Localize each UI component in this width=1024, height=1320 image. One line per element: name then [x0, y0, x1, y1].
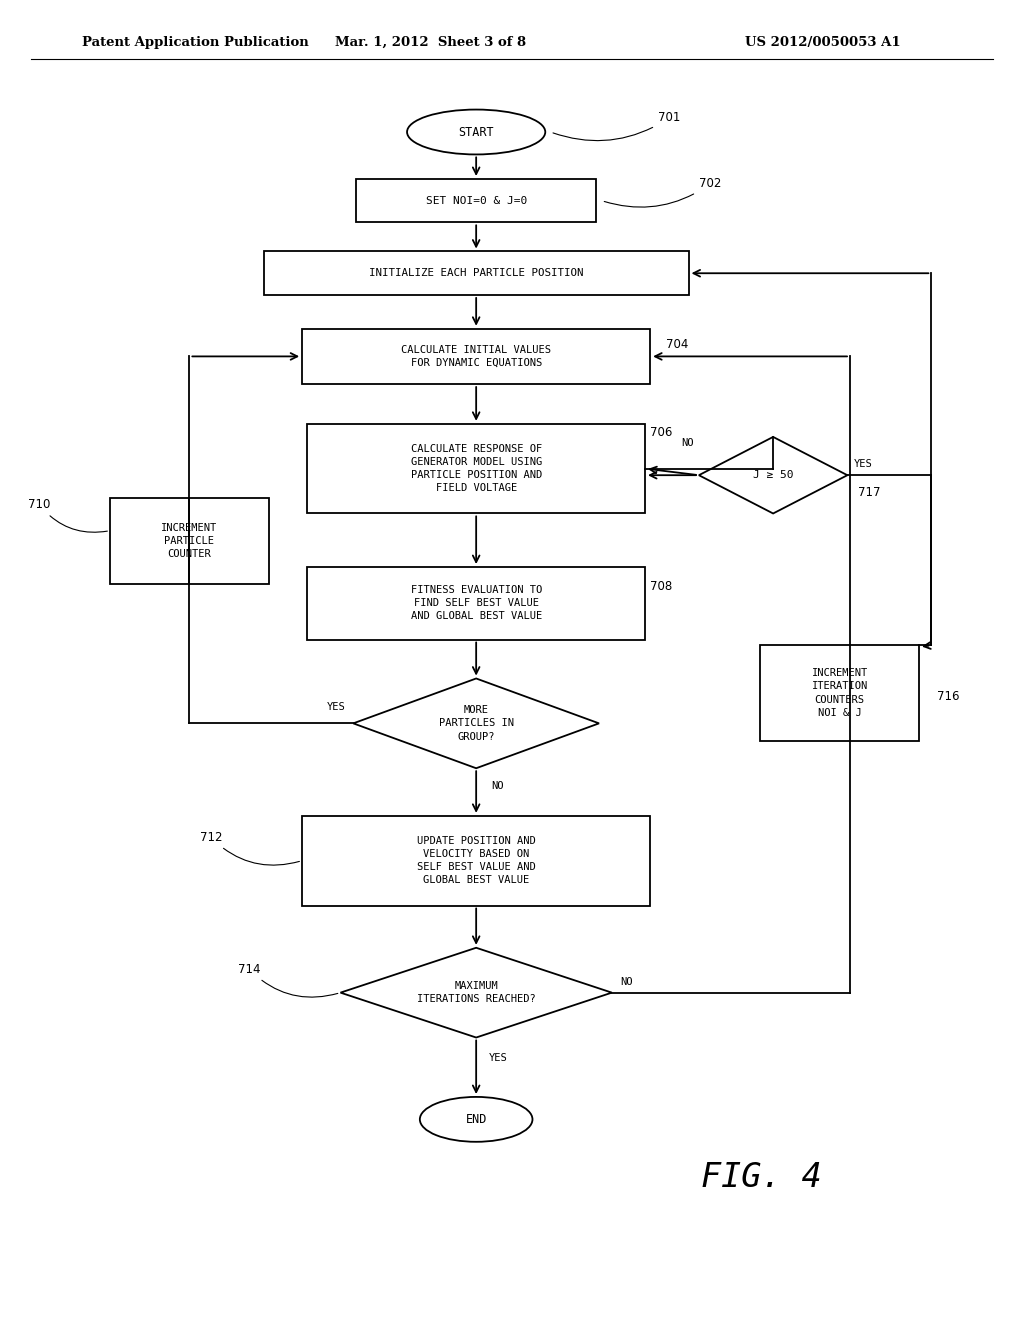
FancyBboxPatch shape [264, 251, 689, 296]
Text: FIG. 4: FIG. 4 [701, 1162, 822, 1193]
Text: INCREMENT
PARTICLE
COUNTER: INCREMENT PARTICLE COUNTER [162, 523, 217, 560]
FancyBboxPatch shape [760, 645, 920, 741]
Text: Mar. 1, 2012  Sheet 3 of 8: Mar. 1, 2012 Sheet 3 of 8 [335, 36, 525, 49]
Polygon shape [353, 678, 599, 768]
FancyBboxPatch shape [302, 329, 650, 384]
Text: NO: NO [681, 438, 694, 449]
Text: YES: YES [327, 702, 345, 713]
Text: 704: 704 [666, 338, 688, 351]
Text: 708: 708 [650, 579, 673, 593]
Text: INITIALIZE EACH PARTICLE POSITION: INITIALIZE EACH PARTICLE POSITION [369, 268, 584, 279]
Text: INCREMENT
ITERATION
COUNTERS
NOI & J: INCREMENT ITERATION COUNTERS NOI & J [812, 668, 867, 718]
FancyBboxPatch shape [356, 178, 596, 223]
Text: MAXIMUM
ITERATIONS REACHED?: MAXIMUM ITERATIONS REACHED? [417, 981, 536, 1005]
Text: 717: 717 [858, 486, 880, 499]
Text: UPDATE POSITION AND
VELOCITY BASED ON
SELF BEST VALUE AND
GLOBAL BEST VALUE: UPDATE POSITION AND VELOCITY BASED ON SE… [417, 836, 536, 886]
FancyBboxPatch shape [307, 566, 645, 639]
Text: 714: 714 [238, 962, 338, 997]
Text: NO: NO [621, 977, 633, 987]
Text: START: START [459, 125, 494, 139]
Text: Patent Application Publication: Patent Application Publication [82, 36, 308, 49]
FancyBboxPatch shape [307, 424, 645, 513]
Text: FITNESS EVALUATION TO
FIND SELF BEST VALUE
AND GLOBAL BEST VALUE: FITNESS EVALUATION TO FIND SELF BEST VAL… [411, 585, 542, 622]
Text: CALCULATE RESPONSE OF
GENERATOR MODEL USING
PARTICLE POSITION AND
FIELD VOLTAGE: CALCULATE RESPONSE OF GENERATOR MODEL US… [411, 444, 542, 494]
Text: 712: 712 [200, 830, 299, 865]
Text: 710: 710 [28, 498, 108, 532]
Text: NO: NO [492, 781, 504, 792]
FancyBboxPatch shape [111, 498, 268, 583]
Text: YES: YES [854, 459, 872, 470]
Text: 701: 701 [553, 111, 680, 141]
Text: J ≥ 50: J ≥ 50 [753, 470, 794, 480]
Polygon shape [698, 437, 848, 513]
Text: 716: 716 [938, 689, 959, 702]
Polygon shape [340, 948, 612, 1038]
Text: 702: 702 [604, 177, 721, 207]
Text: SET NOI=0 & J=0: SET NOI=0 & J=0 [426, 195, 526, 206]
Text: CALCULATE INITIAL VALUES
FOR DYNAMIC EQUATIONS: CALCULATE INITIAL VALUES FOR DYNAMIC EQU… [401, 345, 551, 368]
Text: YES: YES [488, 1053, 507, 1064]
Text: END: END [466, 1113, 486, 1126]
Ellipse shape [407, 110, 545, 154]
FancyBboxPatch shape [302, 816, 650, 906]
Text: MORE
PARTICLES IN
GROUP?: MORE PARTICLES IN GROUP? [438, 705, 514, 742]
Ellipse shape [420, 1097, 532, 1142]
Text: US 2012/0050053 A1: US 2012/0050053 A1 [745, 36, 901, 49]
Text: 706: 706 [650, 425, 673, 438]
